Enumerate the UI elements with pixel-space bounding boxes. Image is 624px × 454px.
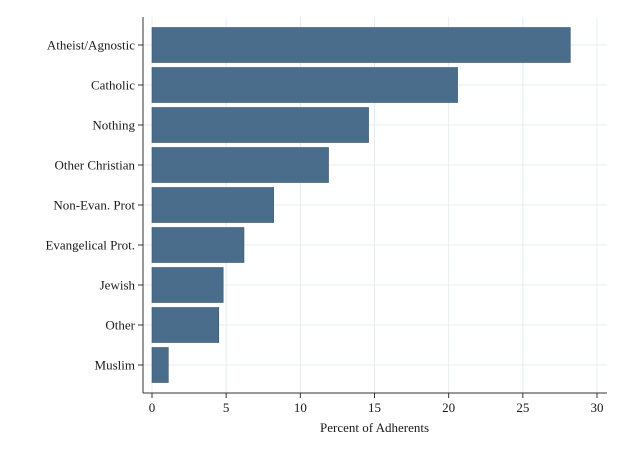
x-tick-label: 30	[591, 400, 604, 415]
x-ticks: 0 5 10 15 20 25 30	[149, 393, 604, 415]
category-label: Evangelical Prot.	[45, 238, 135, 253]
bar	[151, 347, 169, 383]
x-tick-label: 10	[294, 400, 307, 415]
bar	[151, 67, 458, 103]
bar	[151, 187, 274, 223]
x-tick-label: 0	[149, 400, 156, 415]
x-tick-label: 5	[223, 400, 230, 415]
x-tick-label: 15	[368, 400, 381, 415]
bar	[151, 227, 245, 263]
category-label: Jewish	[100, 278, 136, 293]
category-label: Other Christian	[54, 158, 135, 173]
category-label: Nothing	[92, 118, 135, 133]
category-label: Atheist/Agnostic	[47, 38, 135, 53]
category-label: Non-Evan. Prot	[53, 198, 135, 213]
bar	[151, 147, 329, 183]
x-axis-title: Percent of Adherents	[320, 420, 429, 435]
y-ticks: Atheist/Agnostic Catholic Nothing Other Chr…	[45, 38, 143, 373]
category-label: Other	[105, 318, 135, 333]
bar	[151, 307, 220, 343]
category-label: Muslim	[95, 358, 135, 373]
x-tick-label: 25	[516, 400, 529, 415]
category-label: Catholic	[91, 78, 135, 93]
bars	[151, 27, 571, 383]
bar	[151, 267, 224, 303]
x-tick-label: 20	[442, 400, 455, 415]
bar	[151, 107, 369, 143]
bar	[151, 27, 571, 63]
